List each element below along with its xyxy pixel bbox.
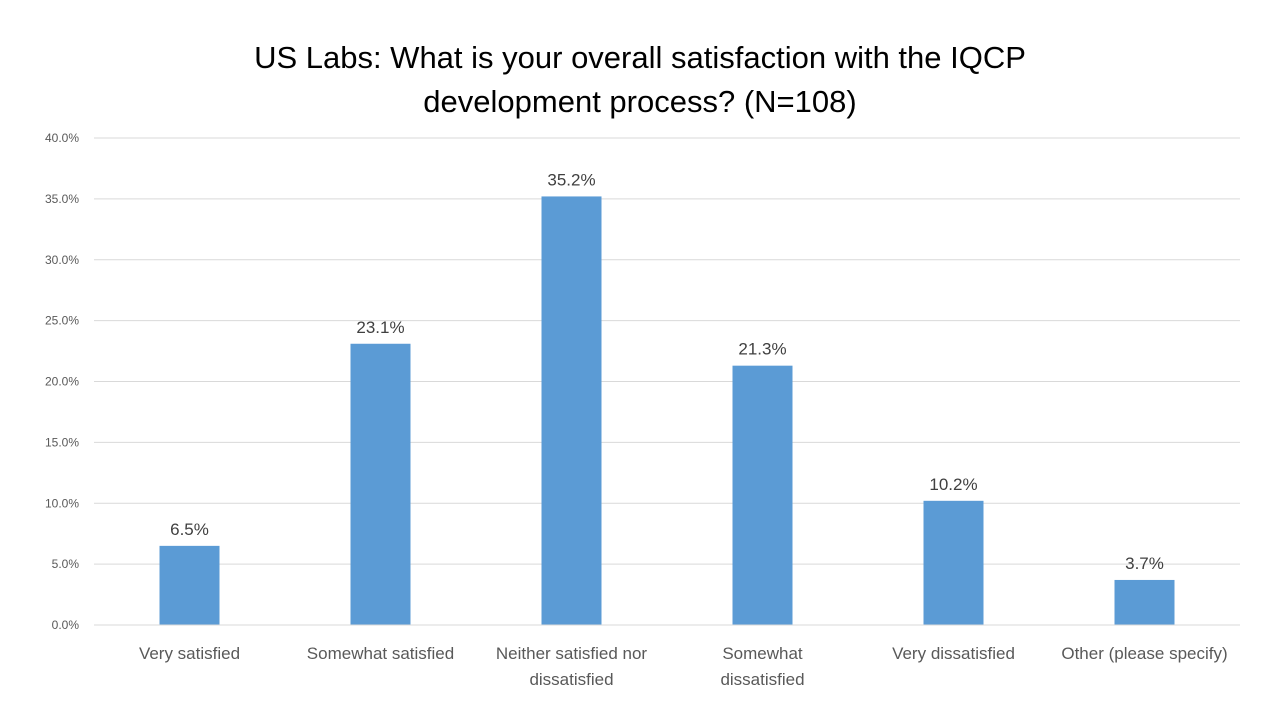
x-tick-label: Other (please specify) bbox=[1061, 644, 1227, 663]
data-label: 10.2% bbox=[929, 475, 977, 494]
data-label: 35.2% bbox=[547, 170, 595, 189]
bar bbox=[732, 365, 793, 625]
data-label: 3.7% bbox=[1125, 554, 1164, 573]
y-tick-label: 35.0% bbox=[45, 192, 79, 206]
chart-title: US Labs: What is your overall satisfacti… bbox=[0, 36, 1280, 124]
data-label: 23.1% bbox=[356, 318, 404, 337]
bar bbox=[159, 545, 220, 625]
y-tick-label: 40.0% bbox=[45, 131, 79, 145]
title-line-1: US Labs: What is your overall satisfacti… bbox=[254, 40, 1026, 75]
y-tick-label: 20.0% bbox=[45, 375, 79, 389]
y-tick-label: 0.0% bbox=[52, 618, 80, 632]
data-label: 6.5% bbox=[170, 520, 209, 539]
bar bbox=[350, 343, 411, 625]
bar bbox=[923, 500, 984, 625]
bar bbox=[1114, 579, 1175, 625]
y-tick-label: 5.0% bbox=[52, 557, 80, 571]
y-tick-label: 10.0% bbox=[45, 496, 79, 510]
x-tick-label: Somewhat bbox=[722, 644, 803, 663]
x-tick-label: Very satisfied bbox=[139, 644, 240, 663]
y-tick-label: 15.0% bbox=[45, 435, 79, 449]
title-line-2: development process? (N=108) bbox=[423, 84, 857, 119]
x-tick-label: Neither satisfied nor bbox=[496, 644, 648, 663]
x-tick-label: dissatisfied bbox=[720, 670, 804, 689]
x-tick-label: dissatisfied bbox=[529, 670, 613, 689]
y-tick-label: 30.0% bbox=[45, 253, 79, 267]
bar bbox=[541, 196, 602, 625]
y-tick-label: 25.0% bbox=[45, 314, 79, 328]
data-label: 21.3% bbox=[738, 340, 786, 359]
x-tick-label: Somewhat satisfied bbox=[307, 644, 454, 663]
x-tick-label: Very dissatisfied bbox=[892, 644, 1015, 663]
